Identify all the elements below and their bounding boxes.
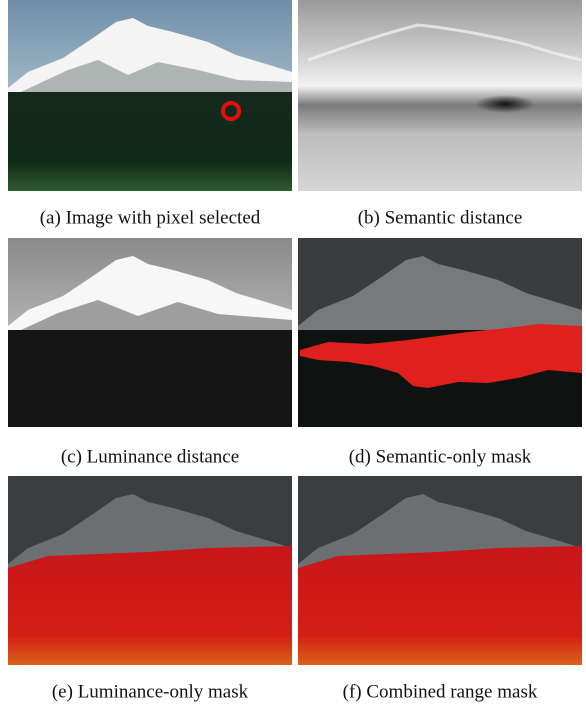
panel-b [298, 0, 582, 191]
panel-f [298, 476, 582, 665]
panel-e [8, 476, 292, 665]
caption: (e) Luminance-only mask [52, 681, 249, 702]
caption: (a) Image with pixel selected [40, 207, 261, 228]
figure: (a) Image with pixel selected (b) Semanti… [0, 0, 586, 704]
panel-a [8, 0, 292, 191]
caption: (c) Luminance distance [61, 446, 239, 467]
caption: (f) Combined range mask [343, 681, 538, 702]
panel-d [298, 238, 582, 427]
panel-c [8, 238, 292, 427]
caption: (d) Semantic-only mask [349, 446, 532, 467]
caption: (b) Semantic distance [358, 207, 523, 228]
